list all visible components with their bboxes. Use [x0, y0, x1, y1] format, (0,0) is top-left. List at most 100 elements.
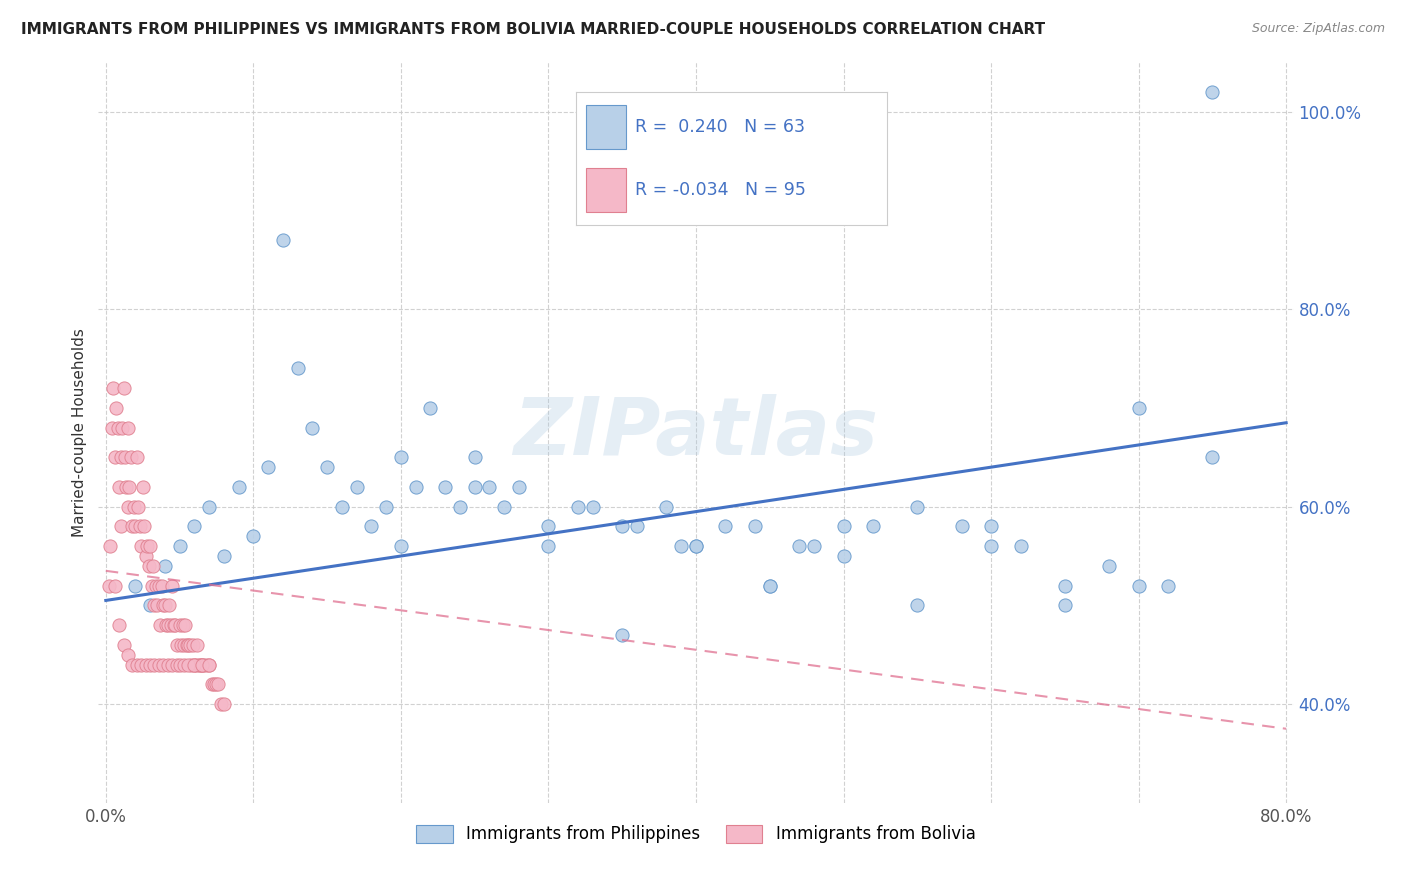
Point: [212, 697, 235, 711]
Point: [165, 618, 187, 632]
Point: [190, 657, 212, 672]
Point: [100, 420, 122, 434]
Text: Source: ZipAtlas.com: Source: ZipAtlas.com: [1251, 22, 1385, 36]
Point: [143, 657, 166, 672]
Point: [117, 648, 139, 662]
Point: [152, 599, 174, 613]
Point: [494, 500, 516, 514]
Point: [98, 539, 121, 553]
Point: [135, 657, 157, 672]
Point: [108, 480, 131, 494]
Point: [271, 233, 294, 247]
Point: [139, 539, 162, 553]
Point: [389, 539, 412, 553]
Point: [187, 657, 209, 672]
Point: [115, 480, 138, 494]
Point: [209, 697, 232, 711]
Point: [145, 579, 167, 593]
Point: [142, 558, 165, 573]
Point: [117, 420, 139, 434]
Point: [205, 677, 228, 691]
Point: [122, 500, 145, 514]
Point: [108, 618, 131, 632]
Point: [101, 381, 124, 395]
Point: [152, 657, 174, 672]
Point: [131, 480, 153, 494]
Point: [905, 500, 928, 514]
Point: [118, 480, 141, 494]
Legend: Immigrants from Philippines, Immigrants from Bolivia: Immigrants from Philippines, Immigrants …: [409, 818, 983, 850]
Point: [121, 657, 143, 672]
Point: [257, 460, 280, 475]
Point: [478, 480, 501, 494]
Point: [112, 381, 135, 395]
Point: [159, 618, 181, 632]
Point: [1128, 401, 1150, 415]
Point: [104, 579, 127, 593]
Point: [156, 618, 179, 632]
Point: [172, 618, 194, 632]
Point: [135, 549, 157, 563]
Point: [160, 579, 183, 593]
Y-axis label: Married-couple Households: Married-couple Households: [72, 328, 87, 537]
Point: [375, 500, 398, 514]
Point: [124, 579, 146, 593]
Point: [228, 480, 250, 494]
Point: [193, 657, 215, 672]
Point: [950, 519, 973, 533]
Point: [125, 450, 148, 465]
Point: [163, 618, 186, 632]
Point: [626, 519, 648, 533]
Point: [153, 558, 176, 573]
Point: [184, 657, 207, 672]
Point: [169, 618, 191, 632]
Point: [148, 657, 170, 672]
Point: [129, 657, 152, 672]
Point: [148, 579, 170, 593]
Point: [202, 677, 225, 691]
Point: [188, 657, 211, 672]
Point: [905, 599, 928, 613]
Point: [125, 657, 148, 672]
Point: [111, 420, 134, 434]
Point: [183, 657, 205, 672]
Point: [464, 480, 486, 494]
Point: [124, 519, 146, 533]
Point: [1201, 85, 1223, 99]
Point: [612, 628, 634, 642]
Point: [110, 519, 132, 533]
Point: [195, 657, 218, 672]
Point: [389, 450, 412, 465]
Point: [146, 599, 169, 613]
Point: [105, 401, 128, 415]
Point: [117, 500, 139, 514]
Point: [405, 480, 427, 494]
Point: [832, 519, 855, 533]
Point: [758, 579, 780, 593]
Point: [180, 657, 202, 672]
Point: [242, 529, 264, 543]
Point: [803, 539, 825, 553]
Point: [134, 519, 156, 533]
Point: [832, 549, 855, 563]
Point: [173, 638, 195, 652]
Point: [150, 579, 173, 593]
Point: [166, 657, 188, 672]
Point: [207, 677, 229, 691]
Point: [190, 657, 212, 672]
Point: [212, 549, 235, 563]
Point: [157, 599, 180, 613]
Point: [980, 519, 1002, 533]
Point: [464, 450, 486, 465]
Point: [129, 539, 152, 553]
Point: [110, 450, 132, 465]
Point: [176, 638, 198, 652]
Point: [183, 657, 205, 672]
Point: [316, 460, 339, 475]
Point: [169, 539, 191, 553]
Point: [155, 618, 177, 632]
Point: [360, 519, 382, 533]
Point: [1053, 599, 1076, 613]
Point: [166, 638, 188, 652]
Point: [174, 618, 197, 632]
